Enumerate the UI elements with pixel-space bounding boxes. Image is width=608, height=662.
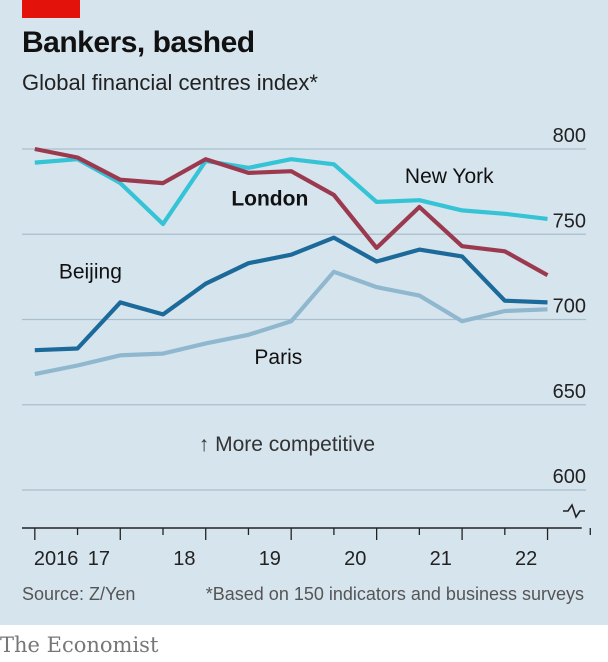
y-tick-label-800: 800 [553, 125, 586, 147]
x-axis: 2016 17 18 19 20 21 22 [22, 527, 591, 570]
y-tick-label-600: 600 [553, 466, 586, 488]
series-label-paris: Paris [254, 346, 302, 369]
x-tick-label-2016: 2016 [34, 548, 79, 570]
x-tick-label-18: 18 [173, 548, 195, 570]
y-axis: 800 750 700 650 600 [553, 125, 586, 519]
x-tick-label-20: 20 [344, 548, 366, 570]
chart-title: Bankers, bashed [22, 26, 255, 59]
y-tick-label-700: 700 [553, 296, 586, 318]
series-line-london [34, 146, 549, 278]
y-tick-label-750: 750 [553, 210, 586, 232]
gridlines [22, 148, 586, 491]
x-tick-label-21: 21 [430, 548, 452, 570]
x-tick-label-19: 19 [259, 548, 281, 570]
series-label-beijing: Beijing [59, 261, 122, 284]
series-line-beijing [34, 235, 548, 353]
brand-red-tag [22, 0, 80, 18]
series-label-london: London [231, 187, 308, 210]
series-line-new-york [34, 157, 548, 227]
series-labels: New York London Beijing Paris ↑ More competi… [59, 165, 494, 456]
series-line-paris [34, 269, 548, 377]
series-label-new-york: New York [405, 165, 494, 188]
source-note: Source: Z/Yen [22, 584, 136, 604]
series-lines [34, 146, 549, 377]
chart-subtitle: Global financial centres index* [22, 70, 318, 95]
brand-logo-text: The Economist [0, 633, 159, 657]
footnote: *Based on 150 indicators and business su… [205, 584, 584, 604]
annotation-more-competitive: ↑ More competitive [199, 433, 375, 456]
line-chart: New York London Beijing Paris ↑ More competi… [22, 125, 591, 570]
y-tick-label-650: 650 [553, 381, 586, 403]
x-tick-label-17: 17 [88, 548, 110, 570]
x-tick-label-22: 22 [515, 548, 537, 570]
axis-break-icon [563, 503, 585, 519]
